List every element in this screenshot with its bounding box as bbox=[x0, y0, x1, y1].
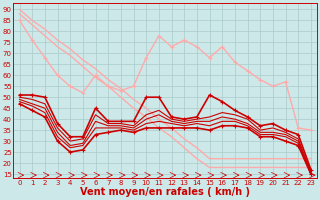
X-axis label: Vent moyen/en rafales ( km/h ): Vent moyen/en rafales ( km/h ) bbox=[80, 187, 250, 197]
